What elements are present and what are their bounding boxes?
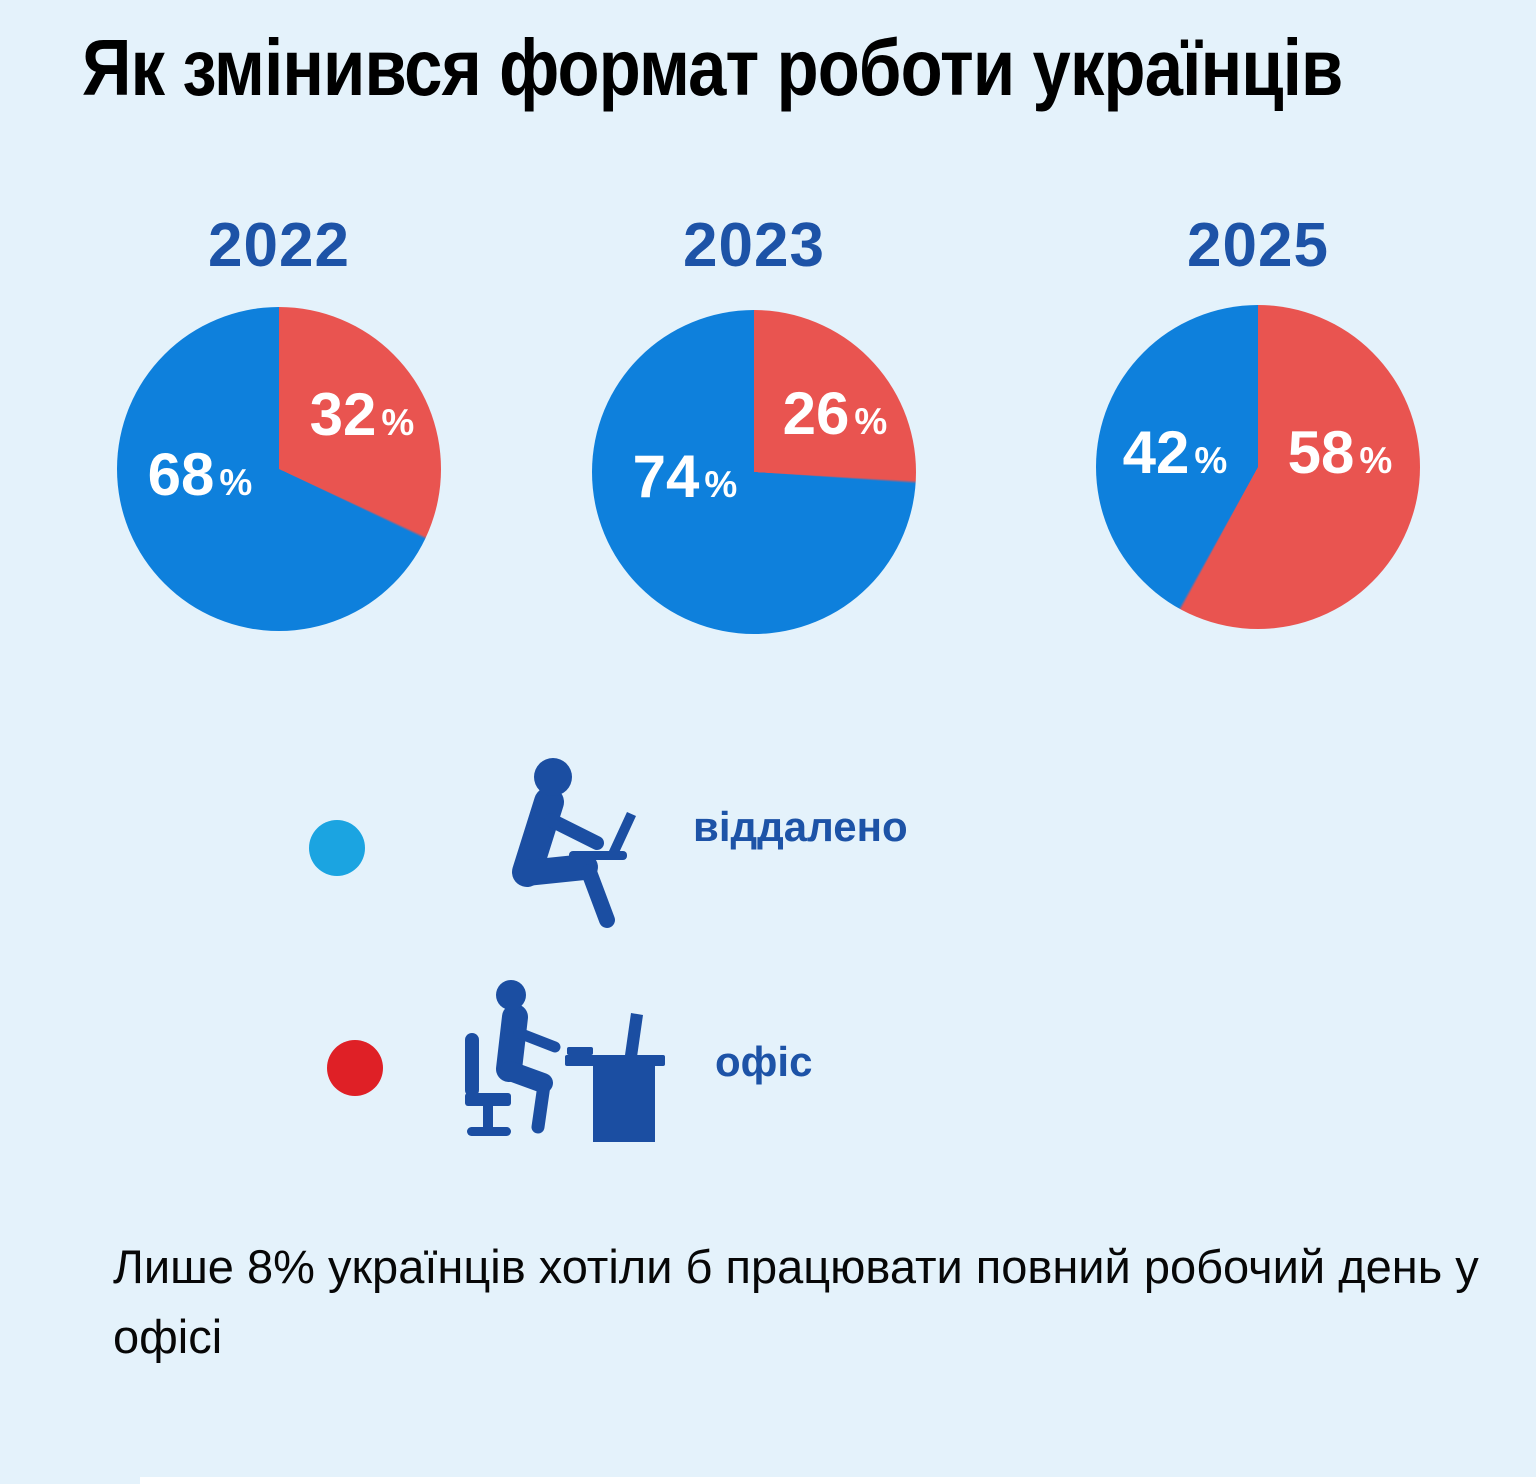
pie-chart-2025: 42% 58%: [1096, 305, 1420, 629]
percent-sign: %: [704, 464, 738, 505]
remote-share-value-2023: 74%: [633, 447, 738, 507]
pie-chart-2022: 68% 32%: [117, 307, 441, 631]
year-label-2023: 2023: [683, 211, 825, 280]
person-desk-icon: [463, 975, 668, 1150]
legend-label-remote: віддалено: [693, 803, 908, 850]
legend-dot-office: [327, 1040, 383, 1096]
remote-percent-number: 68: [147, 441, 215, 508]
percent-sign: %: [1194, 440, 1228, 481]
office-share-value-2023: 26%: [783, 384, 888, 444]
office-percent-number: 32: [309, 381, 377, 448]
percent-sign: %: [381, 402, 415, 443]
percent-sign: %: [854, 401, 888, 442]
footnote: Лише 8% українців хотіли б працювати пов…: [113, 1240, 1479, 1363]
page-title: Як змінився формат роботи українців: [82, 23, 1343, 112]
remote-share-value-2022: 68%: [148, 445, 253, 505]
year-label-2025: 2025: [1187, 211, 1329, 280]
remote-percent-number: 74: [632, 443, 700, 510]
legend-label-office: офіс: [715, 1038, 813, 1085]
legend-dot-remote: [309, 820, 365, 876]
remote-share-value-2025: 42%: [1123, 423, 1228, 483]
percent-sign: %: [1359, 440, 1393, 481]
remote-percent-number: 42: [1122, 419, 1190, 486]
bottom-white-strip: [140, 1477, 1536, 1484]
office-share-value-2022: 32%: [310, 385, 415, 445]
office-percent-number: 58: [1287, 419, 1355, 486]
pie-chart-2023: 74% 26%: [592, 310, 916, 634]
office-percent-number: 26: [782, 380, 850, 447]
office-share-value-2025: 58%: [1288, 423, 1393, 483]
percent-sign: %: [219, 462, 253, 503]
person-laptop-icon: [505, 754, 640, 934]
year-label-2022: 2022: [208, 211, 350, 280]
